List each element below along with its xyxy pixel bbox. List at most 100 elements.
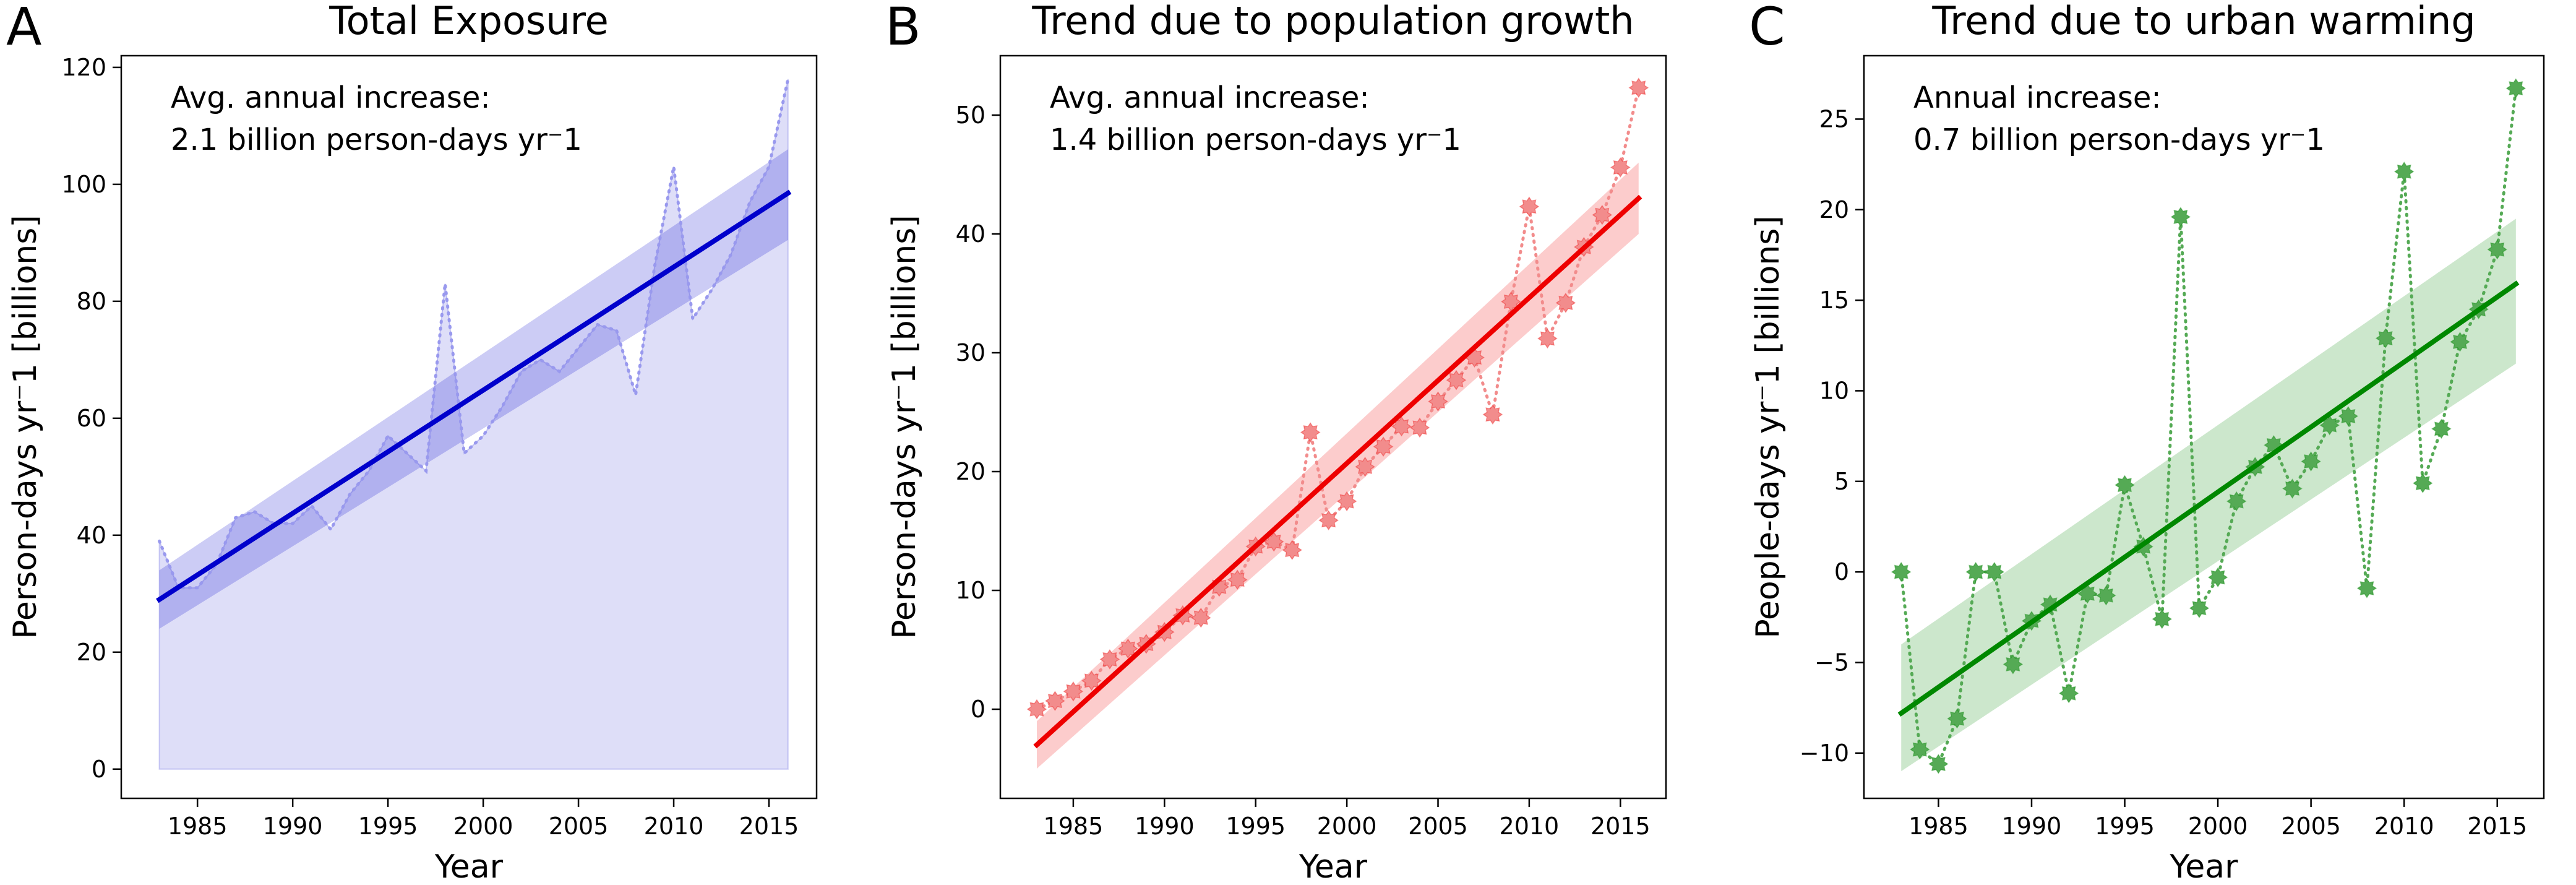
x-axis-label: Year bbox=[434, 848, 504, 885]
x-axis-label: Year bbox=[2169, 848, 2238, 885]
data-point bbox=[1045, 691, 1065, 711]
data-point bbox=[1282, 540, 1303, 561]
data-point bbox=[1555, 293, 1576, 313]
y-tick-label: 40 bbox=[956, 220, 985, 248]
data-point bbox=[1318, 510, 1339, 531]
data-point bbox=[1909, 739, 1930, 760]
y-tick-label: 60 bbox=[77, 405, 106, 432]
y-tick-label: −5 bbox=[1814, 649, 1849, 676]
data-point bbox=[1891, 561, 1912, 582]
data-point bbox=[2301, 451, 2321, 472]
y-tick-label: 40 bbox=[77, 522, 106, 549]
series-line bbox=[1899, 87, 2518, 767]
x-tick-label: 2010 bbox=[644, 813, 704, 840]
y-tick-label: 5 bbox=[1834, 468, 1849, 495]
data-point bbox=[2394, 161, 2415, 182]
y-axis-label: Person-days yr⁻1 [billions] bbox=[886, 215, 923, 639]
data-point bbox=[1026, 699, 1047, 720]
data-point bbox=[2003, 654, 2024, 675]
data-point bbox=[2450, 332, 2470, 352]
data-point bbox=[2375, 328, 2396, 348]
data-point bbox=[2189, 598, 2210, 619]
x-tick-label: 1985 bbox=[1908, 813, 1968, 840]
annotation-line-2: 1.4 billion person-days yr⁻1 bbox=[1050, 123, 1461, 157]
data-point bbox=[1227, 569, 1248, 590]
data-point bbox=[1965, 561, 1986, 582]
y-tick-label: 15 bbox=[1819, 287, 1849, 314]
data-point bbox=[2356, 578, 2377, 598]
panel-letter: B bbox=[885, 0, 921, 57]
y-tick-label: 20 bbox=[956, 458, 985, 485]
y-tick-label: 10 bbox=[1819, 377, 1849, 404]
data-point bbox=[2114, 475, 2135, 496]
data-point bbox=[1355, 456, 1375, 477]
data-point bbox=[2152, 608, 2173, 629]
x-tick-label: 1990 bbox=[2002, 813, 2062, 840]
data-point bbox=[1984, 561, 2005, 582]
y-tick-label: 0 bbox=[92, 756, 106, 783]
data-point bbox=[1482, 404, 1503, 425]
x-tick-label: 2015 bbox=[739, 813, 799, 840]
data-point bbox=[1592, 204, 1613, 225]
confidence-band bbox=[1036, 162, 1639, 769]
x-tick-label: 2005 bbox=[549, 813, 609, 840]
plot-frame bbox=[1863, 54, 2545, 800]
data-point bbox=[1446, 369, 1467, 391]
y-axis-label: People-days yr⁻1 [billions] bbox=[1750, 215, 1787, 638]
y-tick-label: 0 bbox=[1834, 558, 1849, 585]
data-point bbox=[1428, 391, 1448, 412]
x-tick-label: 2010 bbox=[1500, 813, 1560, 840]
y-tick-label: 80 bbox=[77, 288, 106, 315]
x-tick-label: 2000 bbox=[453, 813, 513, 840]
data-point bbox=[1947, 708, 1967, 729]
plot-frame bbox=[999, 54, 1667, 800]
data-point bbox=[2282, 478, 2303, 499]
x-tick-label: 1995 bbox=[1226, 813, 1286, 840]
x-tick-label: 1990 bbox=[263, 813, 323, 840]
y-tick-label: 20 bbox=[1819, 196, 1849, 223]
y-tick-label: −10 bbox=[1800, 740, 1849, 767]
data-point bbox=[1928, 754, 1949, 774]
panel-title: Total Exposure bbox=[328, 0, 609, 43]
y-tick-label: 50 bbox=[956, 101, 985, 129]
data-point bbox=[2096, 585, 2116, 606]
data-point bbox=[1628, 77, 1649, 98]
data-point bbox=[2431, 418, 2452, 439]
x-tick-label: 2000 bbox=[1317, 813, 1377, 840]
panel-title: Trend due to urban warming bbox=[1931, 0, 2475, 43]
annotation-line-2: 0.7 billion person-days yr⁻1 bbox=[1913, 123, 2325, 157]
annotation-line-1: Avg. annual increase: bbox=[1050, 80, 1370, 115]
y-axis-label: Person-days yr⁻1 [billions] bbox=[7, 215, 44, 639]
panel-a: 1985 1990 1995 2000 2005 2010 2015 0 20 40 60 80 100… bbox=[6, 0, 818, 885]
plot-frame bbox=[120, 54, 818, 800]
panel-letter: A bbox=[6, 0, 41, 57]
x-tick-label: 2010 bbox=[2374, 813, 2434, 840]
annotation-line-1: Annual increase: bbox=[1913, 80, 2162, 115]
x-tick-label: 2015 bbox=[2467, 813, 2527, 840]
data-point bbox=[1537, 328, 1558, 349]
data-point bbox=[1391, 416, 1412, 437]
trend-line bbox=[1897, 280, 2520, 717]
panel-b: 1985 1990 1995 2000 2005 2010 2015 0 10 20 30 40 50 T… bbox=[885, 0, 1667, 885]
data-point bbox=[2412, 473, 2433, 494]
data-point bbox=[1300, 422, 1321, 442]
data-point bbox=[2040, 594, 2061, 615]
data-point bbox=[1081, 670, 1102, 691]
x-tick-label: 1990 bbox=[1135, 813, 1195, 840]
x-tick-label: 1985 bbox=[1044, 813, 1104, 840]
confidence-band bbox=[159, 149, 788, 629]
data-point bbox=[1373, 436, 1394, 457]
data-point bbox=[1099, 649, 1120, 670]
data-point bbox=[1336, 491, 1357, 512]
trend-line bbox=[1033, 194, 1642, 749]
data-point bbox=[1190, 607, 1211, 628]
confidence-band bbox=[1901, 218, 2516, 772]
x-tick-label: 2015 bbox=[1591, 813, 1651, 840]
y-tick-label: 25 bbox=[1819, 105, 1849, 132]
data-point bbox=[2058, 683, 2079, 704]
panel-letter: C bbox=[1749, 0, 1785, 57]
x-axis-label: Year bbox=[1299, 848, 1368, 885]
y-tick-label: 30 bbox=[956, 339, 985, 366]
data-point bbox=[1063, 681, 1084, 702]
x-tick-label: 1995 bbox=[2095, 813, 2155, 840]
